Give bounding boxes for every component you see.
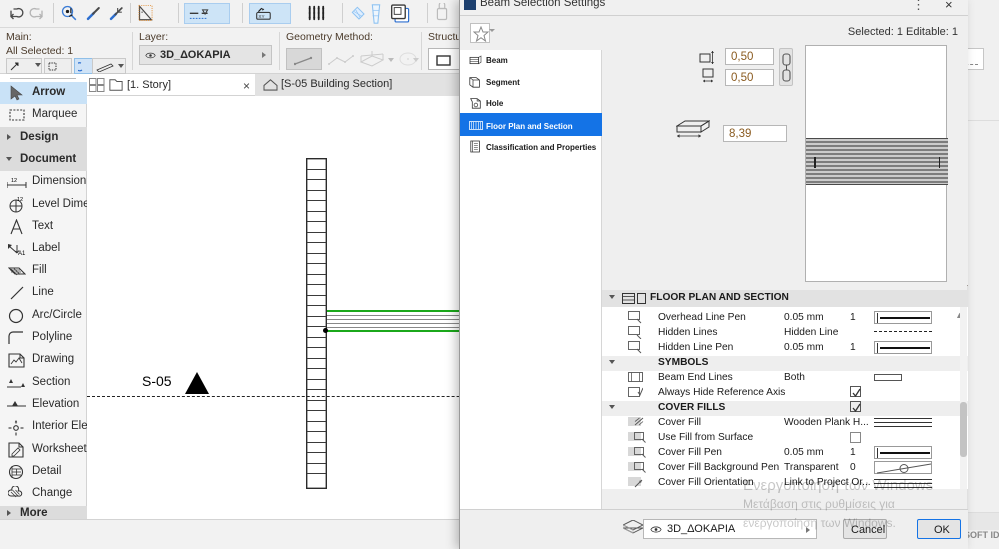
svg-text:12: 12 [11,178,17,184]
svg-text:12: 12 [17,197,23,203]
svg-text:XY: XY [258,14,264,19]
svg-text:A1: A1 [18,251,26,257]
